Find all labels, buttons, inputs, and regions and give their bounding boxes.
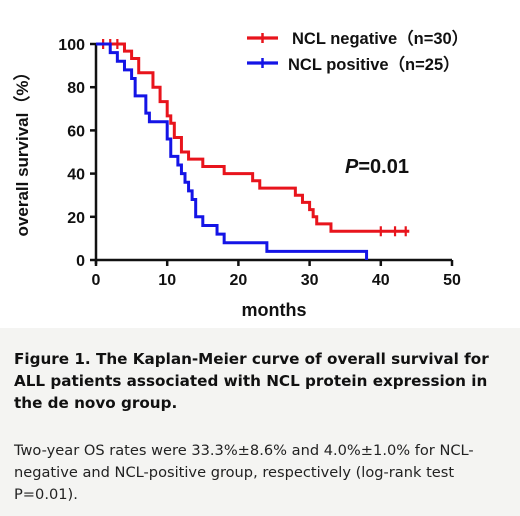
y-tick-label: 60 [67,123,85,140]
x-tick-labels: 0 10 20 30 40 50 [92,272,461,289]
x-tick-label: 40 [372,272,390,289]
p-value-number: =0.01 [358,156,409,178]
legend-label-ncl-negative: NCL negative（n=30） [292,28,468,48]
series-layer [96,39,410,260]
chart-area: 0 10 20 30 40 50 0 20 40 60 80 100 months overall … [12,28,469,320]
y-tick-label: 100 [58,37,85,54]
survival-curve-ncl-positive [96,42,369,260]
legend-entry-ncl-positive: NCL positive（n=25） [247,54,460,74]
figure-caption: Figure 1. The Kaplan-Meier curve of over… [0,328,520,516]
x-axis-title: months [242,300,307,320]
y-axis-title: overall survival（%） [12,64,32,237]
y-tick-label: 20 [67,210,85,227]
axes [90,42,454,266]
y-tick-label: 40 [67,167,85,184]
x-tick-label: 10 [158,272,176,289]
x-tick-label: 50 [443,272,461,289]
x-tick-label: 30 [301,272,319,289]
legend-entry-ncl-negative: NCL negative（n=30） [247,28,468,48]
y-tick-labels: 0 20 40 60 80 100 [58,37,85,270]
y-tick-label: 0 [76,253,85,270]
x-tick-label: 20 [230,272,248,289]
legend: NCL negative（n=30） NCL positive（n=25） [247,28,468,74]
km-survival-chart: 0 10 20 30 40 50 0 20 40 60 80 100 months overall … [12,28,468,320]
y-tick-label: 80 [67,80,85,97]
series-ncl-positive [96,42,369,260]
caption-title: Figure 1. The Kaplan-Meier curve of over… [14,350,489,412]
survival-curve-ncl-negative [96,42,410,233]
p-value-annotation: P=0.01 [345,156,409,178]
legend-label-ncl-positive: NCL positive（n=25） [288,54,460,74]
p-value-italic: P [345,156,359,178]
x-tick-label: 0 [92,272,101,289]
caption-text: Two-year OS rates were 33.3%±8.6% and 4.… [14,442,474,503]
